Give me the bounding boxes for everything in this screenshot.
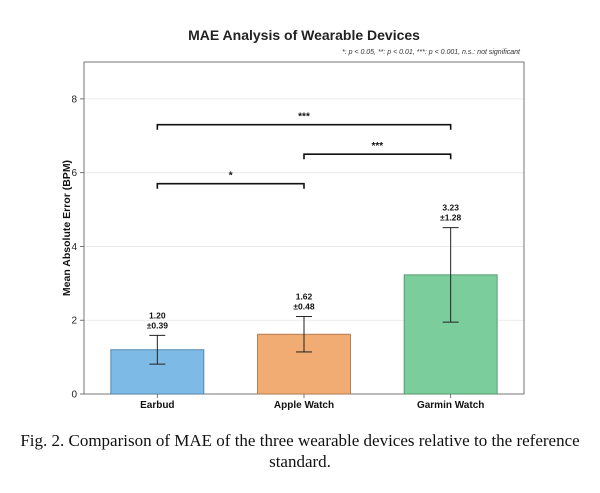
x-category-label: Earbud [140, 400, 174, 411]
y-axis-label: Mean Absolute Error (BPM) [61, 160, 73, 296]
significance-brackets: ******* [156, 112, 452, 189]
data-label-value: 3.23 [442, 203, 459, 213]
y-tick-label: 6 [71, 168, 77, 179]
significance-stars: * [229, 171, 233, 182]
data-label-error: ±0.39 [147, 320, 168, 330]
significance-legend-note: *: p < 0.05, **: p < 0.01, ***: p < 0.00… [342, 49, 521, 56]
significance-stars: *** [371, 141, 383, 152]
bars: 1.20±0.39 Earbud 1.62±0.48 Apple Watch 3.23±… [110, 203, 498, 411]
chart-title: MAE Analysis of Wearable Devices [188, 27, 420, 43]
y-tick-label: 0 [71, 390, 77, 401]
data-label-value: 1.20 [149, 310, 166, 320]
y-tick-label: 2 [71, 316, 77, 327]
significance-bracket [156, 182, 305, 189]
data-label-value: 1.62 [296, 292, 313, 302]
significance-bracket [156, 123, 452, 130]
x-category-label: Apple Watch [274, 400, 334, 411]
mae-bar-chart: MAE Analysis of Wearable Devices *: p < … [61, 27, 525, 411]
data-label-error: ±0.48 [293, 302, 314, 312]
y-axis-ticks: 0 2 4 6 8 [71, 94, 84, 401]
figure-caption: Fig. 2. Comparison of MAE of the three w… [20, 431, 580, 471]
x-category-label: Garmin Watch [417, 400, 484, 411]
y-tick-label: 4 [71, 242, 77, 253]
significance-bracket [303, 153, 452, 160]
data-label-error: ±1.28 [440, 213, 461, 223]
y-tick-label: 8 [71, 94, 77, 105]
significance-stars: *** [298, 112, 310, 123]
